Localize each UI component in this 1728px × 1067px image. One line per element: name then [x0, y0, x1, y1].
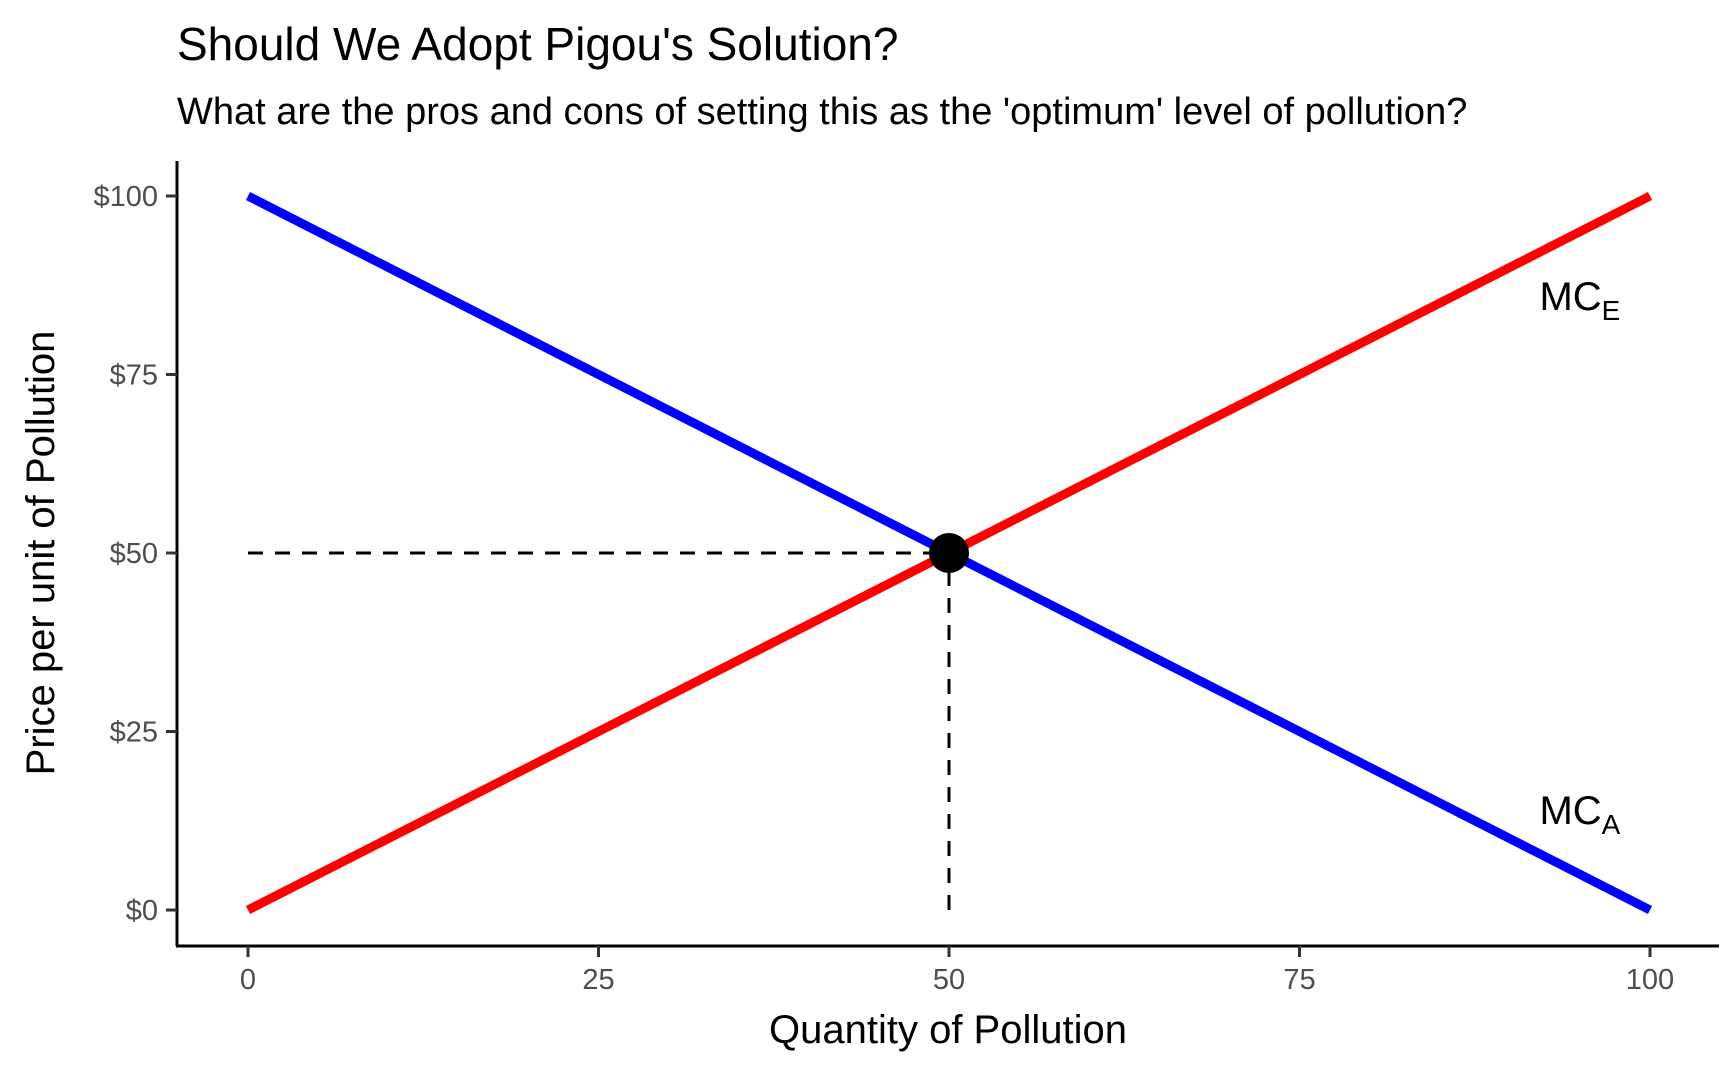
equilibrium-point [929, 533, 969, 573]
x-tick-label: 50 [933, 964, 965, 996]
y-tick-label: $25 [110, 717, 158, 749]
chart-title: Should We Adopt Pigou's Solution? [177, 18, 899, 70]
y-tick-label: $100 [93, 181, 158, 213]
chart-subtitle: What are the pros and cons of setting th… [177, 91, 1468, 133]
y-tick-label: $50 [110, 538, 158, 570]
curve-label-mc-e: MCE [1539, 275, 1620, 326]
x-tick-label: 25 [582, 964, 614, 996]
y-axis-title: Price per unit of Pollution [19, 331, 63, 776]
x-axis-title: Quantity of Pollution [769, 1008, 1127, 1052]
x-tick-label: 0 [240, 964, 256, 996]
y-tick-label: $75 [110, 360, 158, 392]
curve-label-mc-a: MCA [1539, 789, 1620, 840]
x-tick-label: 75 [1283, 964, 1315, 996]
x-tick-label: 100 [1626, 964, 1674, 996]
y-tick-label: $0 [126, 895, 158, 927]
